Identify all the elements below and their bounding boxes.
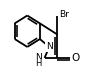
Text: N: N <box>46 42 53 51</box>
Text: Br: Br <box>59 10 69 19</box>
Text: O: O <box>71 53 80 63</box>
Text: H: H <box>35 59 41 68</box>
Text: N: N <box>35 53 41 62</box>
